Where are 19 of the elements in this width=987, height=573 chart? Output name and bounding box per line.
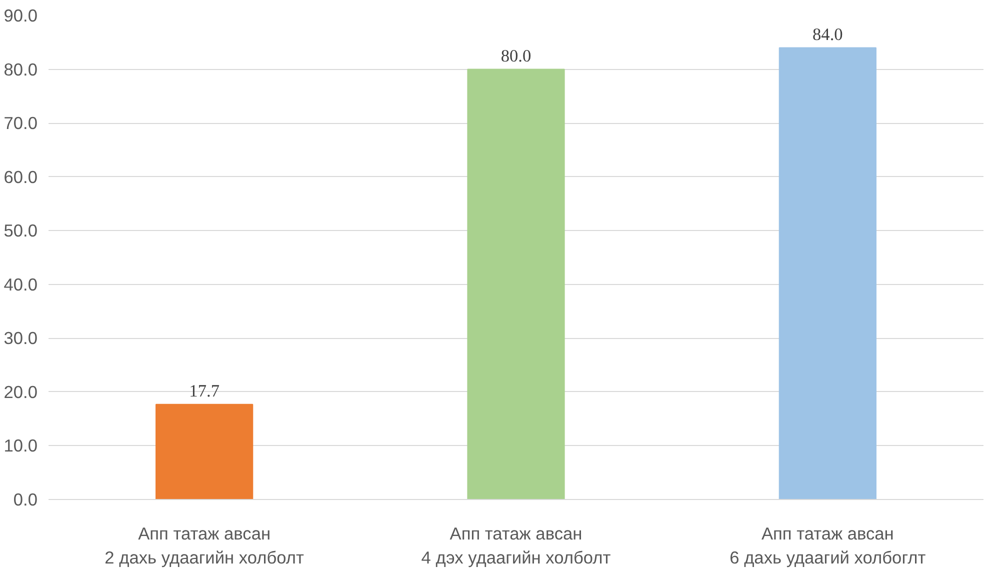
data-label: 80.0 xyxy=(500,46,532,66)
data-label: 84.0 xyxy=(812,24,843,44)
y-tick-label: 0.0 xyxy=(13,490,38,510)
x-tick-label: Апп татаж авсан 2 дахь удаагийн холболт xyxy=(104,524,304,568)
bar xyxy=(467,68,565,500)
y-tick-label: 50.0 xyxy=(4,220,38,241)
y-tick-label: 10.0 xyxy=(4,436,38,456)
y-tick-label: 80.0 xyxy=(4,59,38,80)
bar xyxy=(156,404,254,500)
x-tick-label: Апп татаж авсан 4 дэх удаагийн холболт xyxy=(421,524,611,568)
y-tick-label: 90.0 xyxy=(4,6,38,26)
data-label: 17.7 xyxy=(189,381,220,400)
y-tick-label: 60.0 xyxy=(4,166,38,187)
y-tick-label: 20.0 xyxy=(4,382,38,402)
y-tick-label: 30.0 xyxy=(4,328,38,348)
bar xyxy=(778,47,876,500)
y-tick-label: 70.0 xyxy=(4,113,38,134)
y-tick-label: 40.0 xyxy=(4,274,38,294)
x-tick-label: Апп татаж авсан 6 дахь удаагий холбоглт xyxy=(730,524,926,568)
